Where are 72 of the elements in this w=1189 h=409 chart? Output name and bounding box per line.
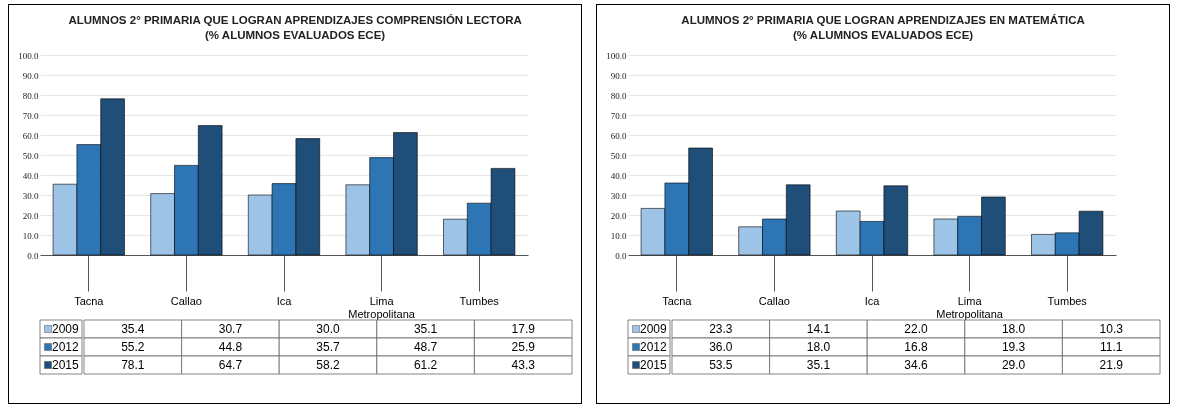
data-label: 30.0	[316, 322, 340, 336]
chart-subtitle: (% ALUMNOS EVALUADOS ECE)	[204, 28, 386, 41]
legend-label: 2015	[640, 358, 668, 372]
chart-subtitle: (% ALUMNOS EVALUADOS ECE)	[792, 28, 974, 41]
data-label: 11.1	[1099, 340, 1123, 354]
data-label: 35.1	[413, 322, 438, 336]
data-label: 17.9	[511, 322, 536, 336]
y-tick-label: 0.0	[615, 250, 627, 261]
data-label: 16.8	[904, 340, 928, 354]
y-tick-label: 0.0	[27, 250, 39, 261]
y-tick-label: 80.0	[610, 90, 627, 101]
data-label: 64.7	[218, 358, 243, 372]
x-tick-label: Lima Metropolitana	[348, 294, 416, 320]
data-label: 78.1	[121, 358, 145, 372]
y-tick-label: 30.0	[610, 190, 627, 201]
data-label: 21.9	[1099, 358, 1124, 372]
legend-label: 2009	[52, 322, 80, 336]
y-tick-label: 90.0	[22, 70, 39, 81]
y-tick-label: 10.0	[610, 230, 627, 241]
y-tick-label: 40.0	[22, 170, 39, 181]
data-label: 58.2	[316, 358, 340, 372]
y-tick-label: 50.0	[610, 150, 627, 161]
y-tick-label: 60.0	[610, 130, 627, 141]
data-label: 44.8	[218, 340, 243, 354]
y-tick-label: 60.0	[22, 130, 39, 141]
y-tick-label: 70.0	[610, 110, 627, 121]
y-tick-label: 100.0	[606, 50, 627, 61]
y-tick-label: 70.0	[22, 110, 39, 121]
y-tick-label: 80.0	[22, 90, 39, 101]
data-label: 48.7	[413, 340, 438, 354]
data-label: 36.0	[709, 340, 733, 354]
data-label: 43.3	[511, 358, 536, 372]
x-tick-label: Ica	[864, 294, 881, 307]
legend-label: 2009	[640, 322, 668, 336]
data-label: 18.0	[806, 340, 831, 354]
y-tick-label: 10.0	[22, 230, 39, 241]
legend-label: 2012	[640, 340, 668, 354]
x-tick-label: Tacna	[662, 294, 693, 307]
data-label: 55.2	[121, 340, 145, 354]
data-label: 35.7	[316, 340, 340, 354]
data-label: 22.0	[904, 322, 928, 336]
x-tick-label: Callao	[758, 294, 790, 307]
data-label: 25.9	[511, 340, 536, 354]
chart-title: ALUMNOS 2° PRIMARIA QUE LOGRAN APRENDIZAJES EN MATEMÁTICA	[681, 14, 1085, 26]
legend-label: 2012	[52, 340, 80, 354]
data-label: 34.6	[904, 358, 928, 372]
y-tick-label: 90.0	[610, 70, 627, 81]
x-tick-label: Lima Metropolitana	[936, 294, 1004, 320]
data-label: 18.0	[1001, 322, 1026, 336]
y-tick-label: 40.0	[610, 170, 627, 181]
x-tick-label: Tacna	[74, 294, 105, 307]
legend-label: 2015	[52, 358, 80, 372]
data-label: 35.1	[806, 358, 831, 372]
y-tick-label: 20.0	[610, 210, 627, 221]
x-tick-label: Ica	[276, 294, 293, 307]
data-label: 61.2	[413, 358, 438, 372]
y-tick-label: 50.0	[22, 150, 39, 161]
data-label: 30.7	[218, 322, 243, 336]
x-tick-label: Tumbes	[1047, 294, 1088, 307]
y-tick-label: 20.0	[22, 210, 39, 221]
y-tick-label: 30.0	[22, 190, 39, 201]
data-label: 19.3	[1001, 340, 1026, 354]
chart-title: ALUMNOS 2° PRIMARIA QUE LOGRAN APRENDIZAJES COMPRENSIÓN LECTORA	[68, 14, 522, 26]
data-label: 53.5	[709, 358, 733, 372]
data-label: 35.4	[121, 322, 145, 336]
data-label: 10.3	[1099, 322, 1124, 336]
data-label: 29.0	[1001, 358, 1026, 372]
x-tick-label: Callao	[170, 294, 202, 307]
y-tick-label: 100.0	[18, 50, 39, 61]
data-label: 14.1	[806, 322, 831, 336]
data-label: 23.3	[709, 322, 733, 336]
x-tick-label: Tumbes	[459, 294, 500, 307]
